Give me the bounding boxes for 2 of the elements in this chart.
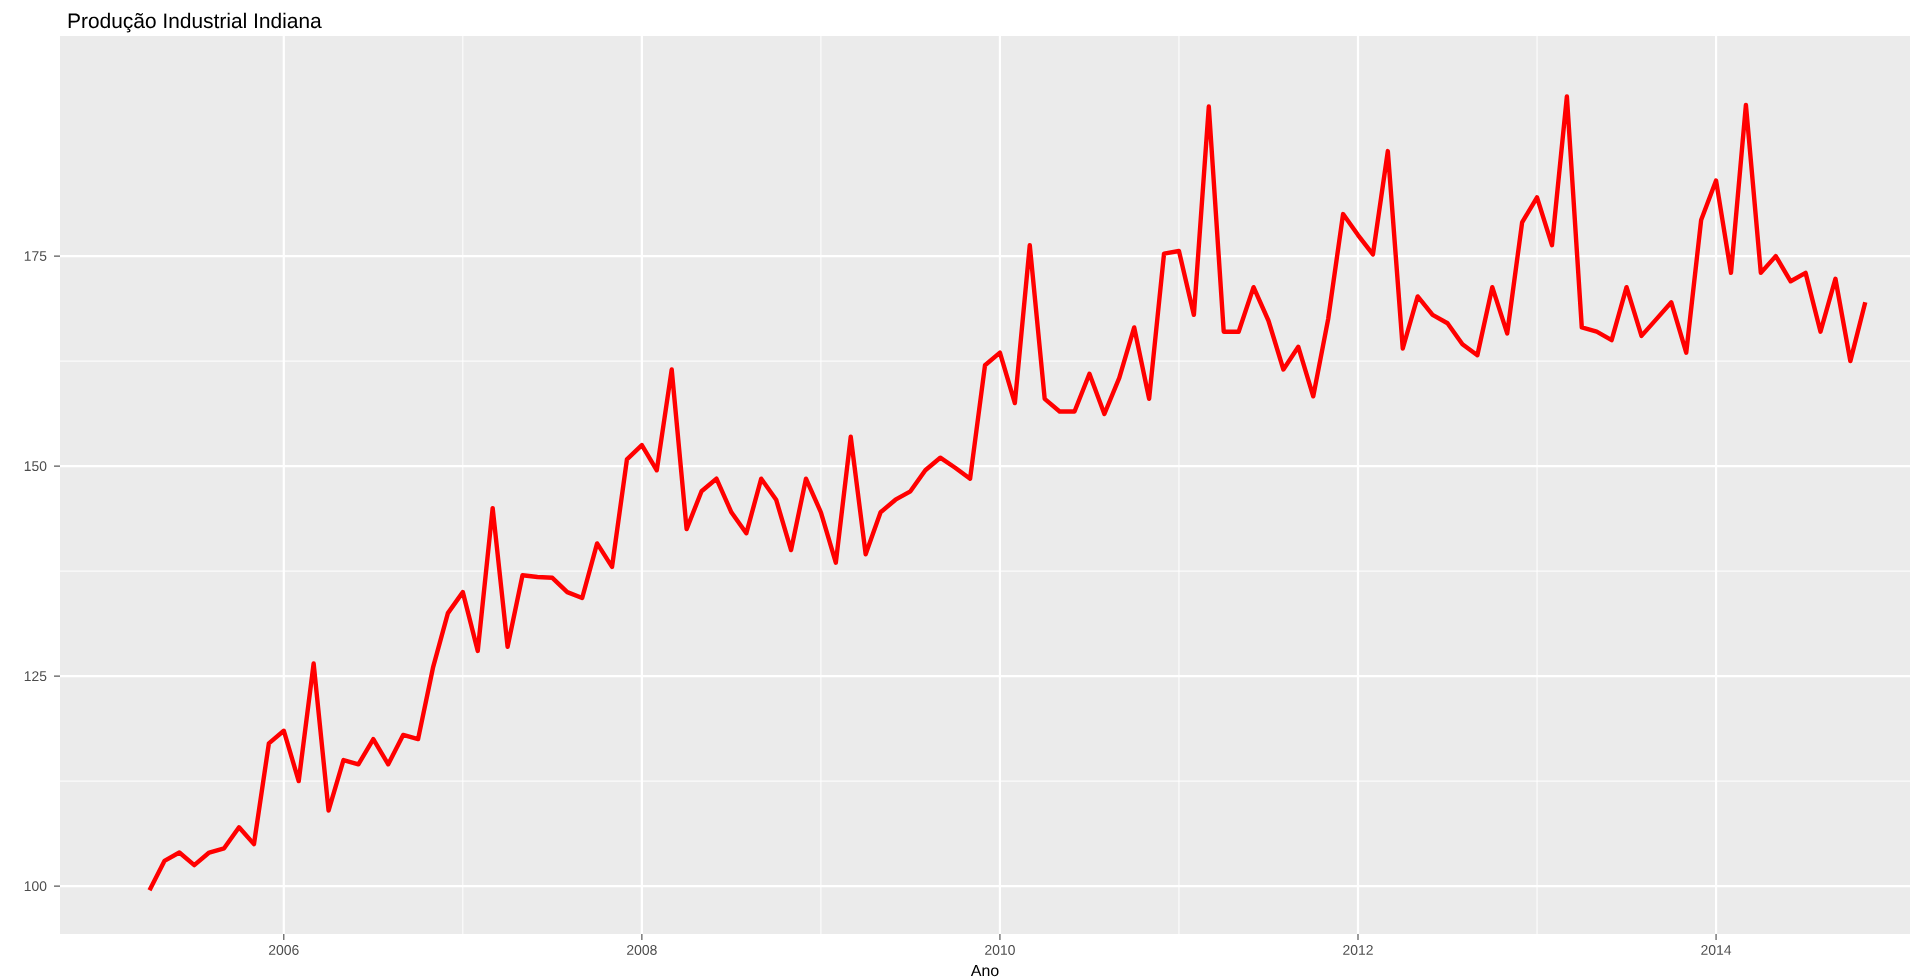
chart-title: Produção Industrial Indiana [68, 12, 322, 33]
line-series [147, 94, 1868, 893]
